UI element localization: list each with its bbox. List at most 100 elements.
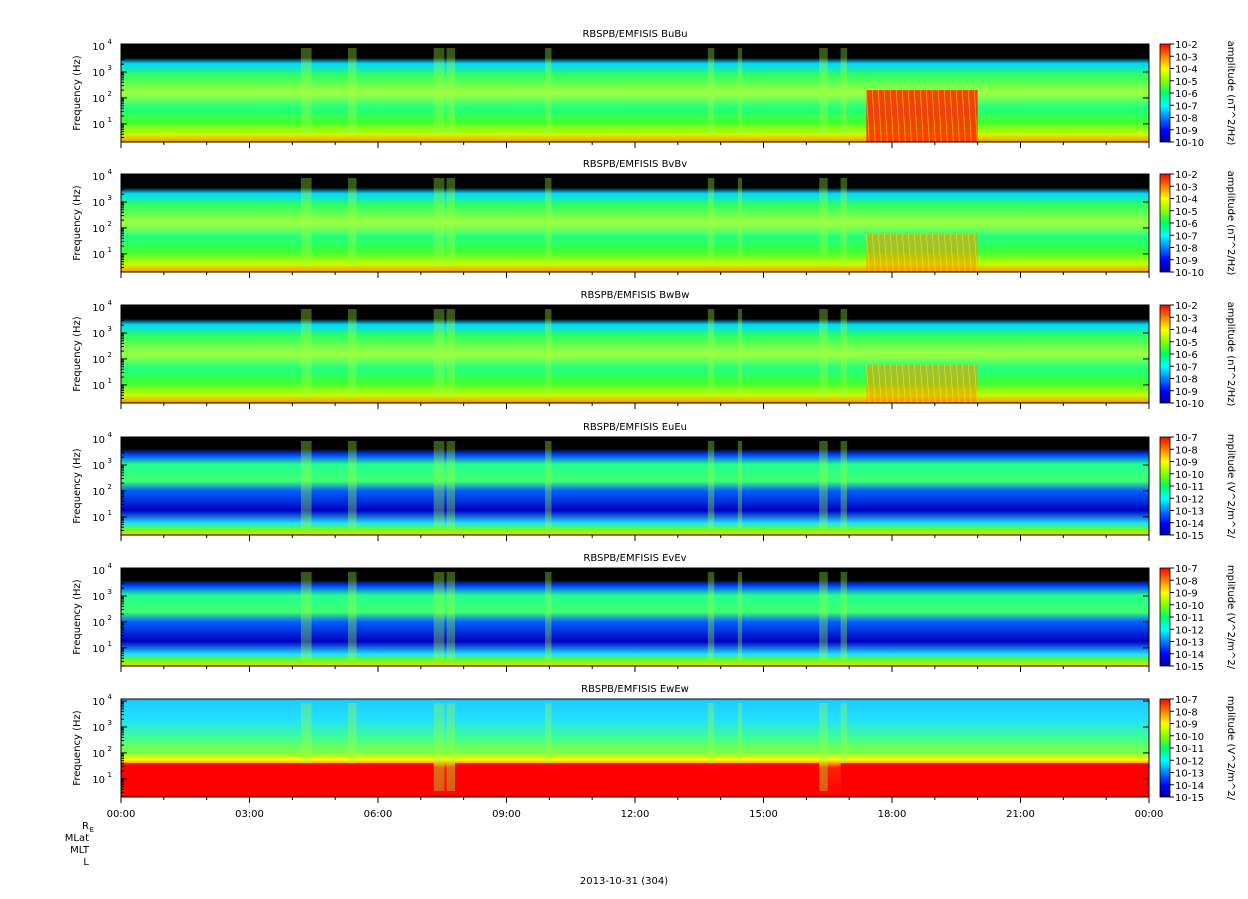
colorbar-tick-label: 10-10 bbox=[1175, 268, 1204, 279]
y-tick-exponent: 1 bbox=[108, 377, 112, 385]
ephemeris-subscript: E bbox=[90, 826, 94, 834]
spectrogram-streak bbox=[819, 48, 828, 136]
colorbar-tick-label: 10-2 bbox=[1175, 170, 1198, 181]
colorbar-tick-label: 10-7 bbox=[1175, 362, 1198, 373]
burst-stripe bbox=[931, 364, 936, 404]
colorbar-tick-label: 10-10 bbox=[1175, 601, 1204, 612]
colorbar-tick-label: 10-6 bbox=[1175, 350, 1198, 361]
y-tick-exponent: 2 bbox=[108, 614, 112, 622]
colorbar-tick-label: 10-8 bbox=[1175, 114, 1198, 125]
y-tick-label: 10 bbox=[92, 775, 105, 786]
colorbar-tick-label: 10-10 bbox=[1175, 399, 1204, 410]
date-label: 2013-10-31 (304) bbox=[579, 876, 669, 887]
burst-stripe bbox=[925, 233, 930, 273]
burst-stripe bbox=[883, 364, 888, 404]
y-tick-exponent: 1 bbox=[108, 246, 112, 254]
spectrogram-streak bbox=[446, 48, 456, 136]
ephemeris-label: R bbox=[82, 821, 89, 832]
y-tick-exponent: 3 bbox=[108, 457, 112, 465]
ephemeris-label: MLat bbox=[65, 833, 89, 844]
x-tick-label: 00:00 bbox=[107, 809, 136, 820]
colorbar-tick-label: 10-5 bbox=[1175, 207, 1198, 218]
spectrogram-streak bbox=[300, 572, 312, 660]
x-tick-label: 12:00 bbox=[621, 809, 650, 820]
x-tick-label: 21:00 bbox=[1006, 809, 1035, 820]
spectrogram-streak bbox=[433, 48, 445, 136]
burst-stripe bbox=[973, 90, 978, 143]
burst-stripe bbox=[919, 233, 924, 273]
spectrogram-streak bbox=[737, 178, 743, 266]
colorbar-tick-label: 10-15 bbox=[1175, 531, 1204, 542]
burst-stripe bbox=[865, 90, 870, 143]
ephemeris-label: L bbox=[83, 857, 89, 868]
y-tick-exponent: 2 bbox=[108, 483, 112, 491]
burst-stripe bbox=[865, 233, 870, 273]
panel-title: RBSPB/EMFISIS EvEv bbox=[583, 553, 686, 564]
spectrogram-image bbox=[121, 568, 1149, 666]
spectrogram-streak bbox=[545, 178, 552, 266]
burst-stripe bbox=[889, 364, 894, 404]
colorbar-tick-label: 10-5 bbox=[1175, 338, 1198, 349]
y-tick-exponent: 2 bbox=[108, 90, 112, 98]
colorbar-tick-label: 10-13 bbox=[1175, 638, 1204, 649]
spectrogram-streak bbox=[300, 441, 312, 529]
colorbar-tick-label: 10-14 bbox=[1175, 781, 1204, 792]
colorbar-tick-label: 10-13 bbox=[1175, 507, 1204, 518]
spectrogram-streak bbox=[819, 572, 828, 660]
burst-stripe bbox=[931, 90, 936, 143]
spectrogram-streak bbox=[446, 572, 456, 660]
spectrogram-streak bbox=[300, 48, 312, 136]
burst-stripe bbox=[973, 233, 978, 273]
spectrogram-streak bbox=[446, 178, 456, 266]
spectrogram-image bbox=[121, 437, 1149, 535]
y-tick-label: 10 bbox=[92, 355, 105, 366]
spectrogram-streak bbox=[819, 441, 828, 529]
colorbar-tick-label: 10-7 bbox=[1175, 231, 1198, 242]
panel-title: RBSPB/EMFISIS BuBu bbox=[582, 29, 687, 40]
spectrogram-streak bbox=[737, 703, 743, 791]
y-tick-label: 10 bbox=[92, 644, 105, 655]
burst-stripe bbox=[913, 90, 918, 143]
burst-stripe bbox=[943, 233, 948, 273]
colorbar-tick-label: 10-7 bbox=[1175, 433, 1198, 444]
ephemeris-label: MLT bbox=[70, 845, 90, 856]
colorbar-tick-label: 10-9 bbox=[1175, 387, 1198, 398]
spectrogram-streak bbox=[348, 703, 357, 791]
y-tick-label: 10 bbox=[92, 303, 105, 314]
colorbar-tick-label: 10-11 bbox=[1175, 613, 1204, 624]
colorbar-tick-label: 10-9 bbox=[1175, 256, 1198, 267]
spectrogram-image bbox=[121, 305, 1149, 403]
burst-stripe bbox=[895, 364, 900, 404]
colorbar-tick-label: 10-4 bbox=[1175, 195, 1198, 206]
colorbar-tick-label: 10-11 bbox=[1175, 744, 1204, 755]
y-tick-label: 10 bbox=[92, 461, 105, 472]
y-tick-label: 10 bbox=[92, 250, 105, 261]
burst-stripe bbox=[943, 364, 948, 404]
spectrogram-streak bbox=[348, 178, 357, 266]
colorbar-tick-label: 10-10 bbox=[1175, 470, 1204, 481]
burst-stripe bbox=[871, 233, 876, 273]
burst-stripe bbox=[907, 364, 912, 404]
spectrogram-streak bbox=[707, 48, 715, 136]
colorbar-tick-label: 10-15 bbox=[1175, 662, 1204, 673]
burst-stripe bbox=[877, 233, 882, 273]
burst-stripe bbox=[925, 364, 930, 404]
y-tick-label: 10 bbox=[92, 435, 105, 446]
colorbar-tick-label: 10-9 bbox=[1175, 720, 1198, 731]
spectrogram-streak bbox=[840, 441, 848, 529]
spectrogram-streak bbox=[707, 309, 715, 397]
y-tick-exponent: 4 bbox=[108, 38, 113, 46]
burst-stripe bbox=[919, 90, 924, 143]
y-tick-exponent: 2 bbox=[108, 220, 112, 228]
colorbar-label: amplitude (nT^2/Hz) bbox=[1225, 171, 1236, 276]
spectrogram-streak bbox=[545, 572, 552, 660]
y-tick-exponent: 1 bbox=[108, 771, 112, 779]
y-tick-exponent: 3 bbox=[108, 64, 112, 72]
colorbar-tick-label: 10-9 bbox=[1175, 589, 1198, 600]
burst-stripe bbox=[973, 364, 978, 404]
colorbar-tick-label: 10-3 bbox=[1175, 313, 1198, 324]
y-tick-exponent: 2 bbox=[108, 745, 112, 753]
colorbar bbox=[1159, 43, 1171, 143]
